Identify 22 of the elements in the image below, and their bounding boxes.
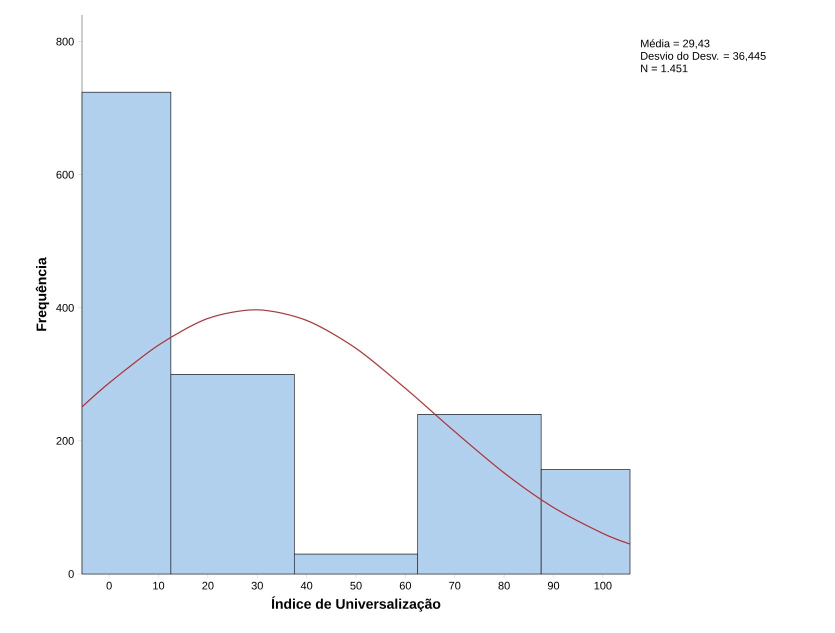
y-tick-label: 600	[56, 170, 74, 179]
x-tick-label: 70	[449, 582, 460, 590]
x-tick-label: 100	[594, 582, 612, 590]
x-tick-label: 50	[350, 582, 362, 590]
y-tick-label: 400	[56, 304, 74, 312]
x-tick-label: 90	[548, 582, 560, 590]
x-tick-label: 60	[400, 582, 412, 590]
line-series	[81, 309, 631, 545]
y-tick-label: 800	[56, 38, 74, 46]
text: Desvio do Desv. = 36,445	[641, 52, 766, 62]
x-tick-label: 40	[300, 582, 312, 590]
x-tick-label: 10	[153, 582, 164, 590]
y-tick-label: 0	[68, 570, 74, 578]
x-tick-label: 80	[498, 582, 510, 590]
x-tick-label: 20	[202, 582, 214, 590]
text: Média = 29,43	[641, 39, 710, 49]
y-tick-label: 200	[56, 437, 74, 445]
text: N = 1.451	[641, 64, 688, 72]
x-tick-label: 0	[106, 582, 112, 590]
y-axis-title: Frequência	[36, 257, 50, 331]
x-tick-label: 30	[252, 582, 263, 590]
x-axis-title: Índice de Universalização	[272, 596, 440, 612]
